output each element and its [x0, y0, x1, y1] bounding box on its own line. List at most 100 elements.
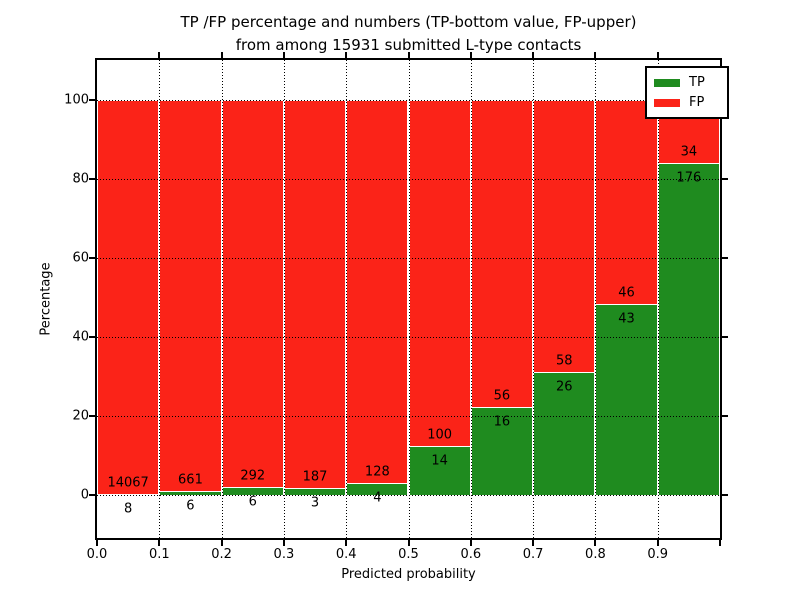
- y-tick-mark: [89, 177, 95, 180]
- fp-count-label: 56: [493, 388, 511, 404]
- y-tick-mark: [722, 256, 728, 259]
- x-tick-mark: [532, 540, 535, 546]
- x-tick-mark: [656, 540, 659, 546]
- x-tick-mark-top: [220, 52, 223, 58]
- x-tick-mark-top: [532, 52, 535, 58]
- tp-count-label: 176: [676, 170, 702, 186]
- x-tick-mark: [96, 540, 98, 546]
- bar-segment-tp: [595, 303, 658, 495]
- y-tick-mark: [89, 335, 95, 338]
- legend: TP FP: [645, 66, 729, 119]
- y-tick-label: 60: [72, 250, 89, 266]
- x-tick-mark: [158, 540, 161, 546]
- tp-count-label: 4: [373, 490, 382, 506]
- fp-count-label: 14067: [107, 475, 149, 491]
- x-axis-label: Predicted probability: [341, 567, 476, 582]
- y-tick-mark: [89, 414, 95, 417]
- bar-segment-fp: [221, 99, 284, 487]
- x-tick-mark: [220, 540, 223, 546]
- bar-segment-tp: [657, 163, 720, 495]
- chart-title-line1: TP /FP percentage and numbers (TP-bottom…: [180, 13, 637, 31]
- gridline-vertical: [283, 60, 285, 538]
- bar-segment-fp: [159, 99, 222, 491]
- tp-count-label: 3: [310, 495, 320, 511]
- x-tick-label: 0.6: [460, 547, 482, 562]
- gridline-vertical: [221, 60, 223, 538]
- gridline-vertical: [595, 60, 597, 538]
- plot-area: TP FP 14067 8 661 6 292 6 187 3 128 4 100 14 56 16 58 26…: [89, 52, 729, 546]
- gridline-vertical: [657, 60, 659, 538]
- bar-segment-fp: [595, 99, 658, 304]
- legend-label: FP: [689, 95, 705, 110]
- y-tick-mark: [722, 414, 728, 417]
- y-axis-label: Percentage: [38, 262, 54, 336]
- x-tick-mark-top: [469, 52, 472, 58]
- fp-count-label: 128: [364, 464, 390, 480]
- fp-count-label: 292: [240, 468, 266, 484]
- x-tick-label: 0.8: [585, 547, 606, 562]
- x-tick-label: 0.0: [86, 547, 108, 562]
- fp-count-label: 100: [427, 427, 453, 443]
- chart-title-line2: from among 15931 submitted L-type contac…: [235, 36, 582, 54]
- bar-segment-fp: [408, 99, 471, 447]
- y-tick-label: 80: [72, 171, 89, 186]
- y-tick-mark: [722, 493, 728, 496]
- tp-count-label: 14: [431, 453, 448, 469]
- bar-segment-fp: [283, 99, 347, 489]
- legend-label: TP: [689, 75, 705, 90]
- x-tick-mark-top: [158, 52, 161, 58]
- x-tick-label: 0.5: [398, 547, 419, 562]
- x-tick-mark-top: [282, 52, 285, 58]
- x-tick-mark: [282, 540, 285, 546]
- x-tick-label: 0.4: [335, 547, 357, 562]
- tp-count-label: 6: [186, 498, 195, 514]
- x-tick-mark: [469, 540, 472, 546]
- x-tick-mark: [407, 540, 410, 546]
- y-tick-mark: [722, 335, 728, 338]
- x-tick-label: 0.2: [211, 547, 232, 562]
- y-tick-label: 100: [64, 92, 89, 107]
- y-tick-mark: [89, 98, 95, 101]
- x-tick-label: 0.7: [522, 547, 544, 562]
- gridline-vertical: [470, 60, 472, 538]
- tp-count-label: 26: [555, 379, 573, 395]
- x-tick-mark: [594, 540, 597, 546]
- fp-count-label: 661: [178, 472, 203, 488]
- x-tick-mark-top: [656, 52, 659, 58]
- y-tick-mark: [722, 177, 728, 180]
- x-tick-mark-top: [407, 52, 410, 58]
- x-tick-label: 0.9: [647, 547, 669, 562]
- bar-segment-fp: [97, 99, 160, 495]
- x-tick-mark: [719, 540, 721, 546]
- legend-swatch-tp: [654, 79, 680, 87]
- y-tick-mark: [89, 493, 95, 496]
- tp-count-label: 43: [618, 311, 635, 327]
- gridline-vertical: [408, 60, 410, 538]
- tp-count-label: 8: [124, 501, 133, 517]
- x-tick-mark: [345, 540, 348, 546]
- bar-segment-fp: [533, 99, 596, 373]
- fp-count-label: 34: [680, 144, 698, 160]
- gridline-vertical: [159, 60, 161, 538]
- tp-count-label: 6: [248, 494, 257, 510]
- y-tick-label: 40: [72, 329, 89, 345]
- gridline-vertical: [533, 60, 535, 538]
- x-tick-mark-top: [594, 52, 597, 58]
- y-tick-label: 20: [72, 408, 89, 424]
- tp-count-label: 16: [493, 414, 511, 430]
- gridline-vertical: [346, 60, 348, 538]
- fp-count-label: 187: [302, 469, 328, 485]
- bar-segment-fp: [470, 99, 534, 407]
- fp-count-label: 46: [618, 285, 635, 301]
- y-tick-mark: [89, 256, 95, 259]
- legend-item-fp: FP: [654, 93, 720, 113]
- x-tick-label: 0.3: [273, 547, 295, 562]
- legend-swatch-fp: [654, 99, 680, 107]
- fp-count-label: 58: [555, 353, 573, 369]
- x-tick-label: 0.1: [148, 547, 170, 562]
- x-tick-mark-top: [345, 52, 348, 58]
- legend-item-tp: TP: [654, 73, 720, 93]
- bar-segment-fp: [346, 99, 409, 483]
- y-tick-label: 0: [80, 487, 89, 503]
